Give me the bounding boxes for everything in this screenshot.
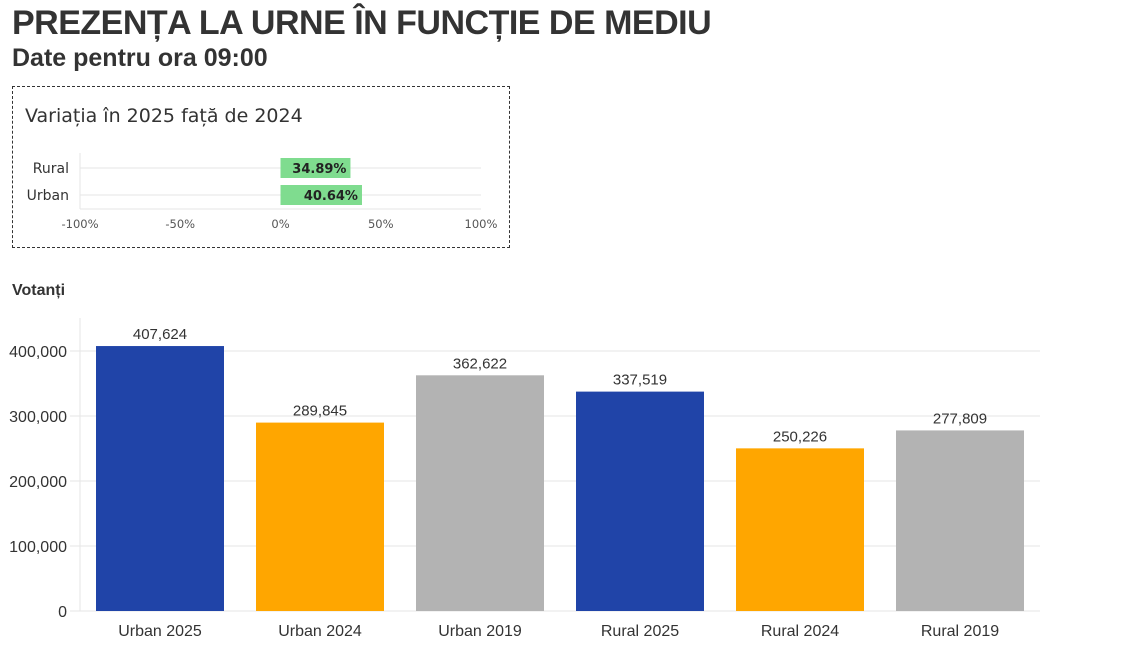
page-subtitle: Date pentru ora 09:00	[12, 44, 268, 72]
variation-chart: -100% -50% 0% 50% 100% Rural 34.89% Urban 40.64%	[27, 153, 498, 231]
variation-category-label: Rural	[33, 161, 69, 177]
variation-x-tick-label: -100%	[61, 217, 98, 231]
variation-category-label: Urban	[27, 188, 69, 204]
main-value-label: 277,809	[933, 410, 987, 427]
main-y-tick-label: 100,000	[9, 539, 67, 556]
main-bar	[416, 375, 544, 611]
main-value-label: 407,624	[133, 326, 187, 343]
variation-panel: Variația în 2025 față de 2024 -100% -50% 0…	[12, 86, 510, 248]
main-chart-ylabel: Votanți	[12, 282, 66, 299]
variation-bar	[280, 158, 351, 178]
main-bar	[736, 448, 864, 611]
variation-x-tick-label: 0%	[271, 217, 289, 231]
variation-bar	[280, 185, 362, 205]
main-x-tick-label: Urban 2025	[118, 623, 202, 640]
main-y-tick-label: 300,000	[9, 409, 67, 426]
variation-x-tick-label: -50%	[165, 217, 195, 231]
voters-chart: 0 100,000 200,000 300,000 400,000 407,624 Urba…	[9, 318, 1040, 640]
variation-value-label: 34.89%	[292, 162, 346, 177]
main-x-tick-label: Rural 2019	[921, 623, 999, 640]
page-title: PREZENȚA LA URNE ÎN FUNCȚIE DE MEDIU	[12, 4, 712, 42]
variation-x-tick-label: 100%	[465, 217, 498, 231]
main-value-label: 289,845	[293, 403, 347, 420]
main-x-tick-label: Rural 2025	[601, 623, 679, 640]
main-bar	[96, 346, 224, 611]
main-y-tick-label: 400,000	[9, 344, 67, 361]
main-y-tick-label: 0	[58, 604, 67, 621]
variation-value-label: 40.64%	[304, 189, 358, 204]
variation-x-tick-label: 50%	[368, 217, 394, 231]
main-x-tick-label: Urban 2019	[438, 623, 522, 640]
main-value-label: 250,226	[773, 428, 827, 445]
main-x-tick-label: Rural 2024	[761, 623, 839, 640]
main-bar	[896, 430, 1024, 611]
main-x-tick-label: Urban 2024	[278, 623, 362, 640]
main-bar	[576, 391, 704, 611]
main-value-label: 362,622	[453, 355, 507, 372]
main-y-tick-label: 200,000	[9, 474, 67, 491]
main-value-label: 337,519	[613, 372, 667, 389]
variation-chart-title: Variația în 2025 față de 2024	[25, 105, 303, 127]
main-bar	[256, 422, 384, 611]
